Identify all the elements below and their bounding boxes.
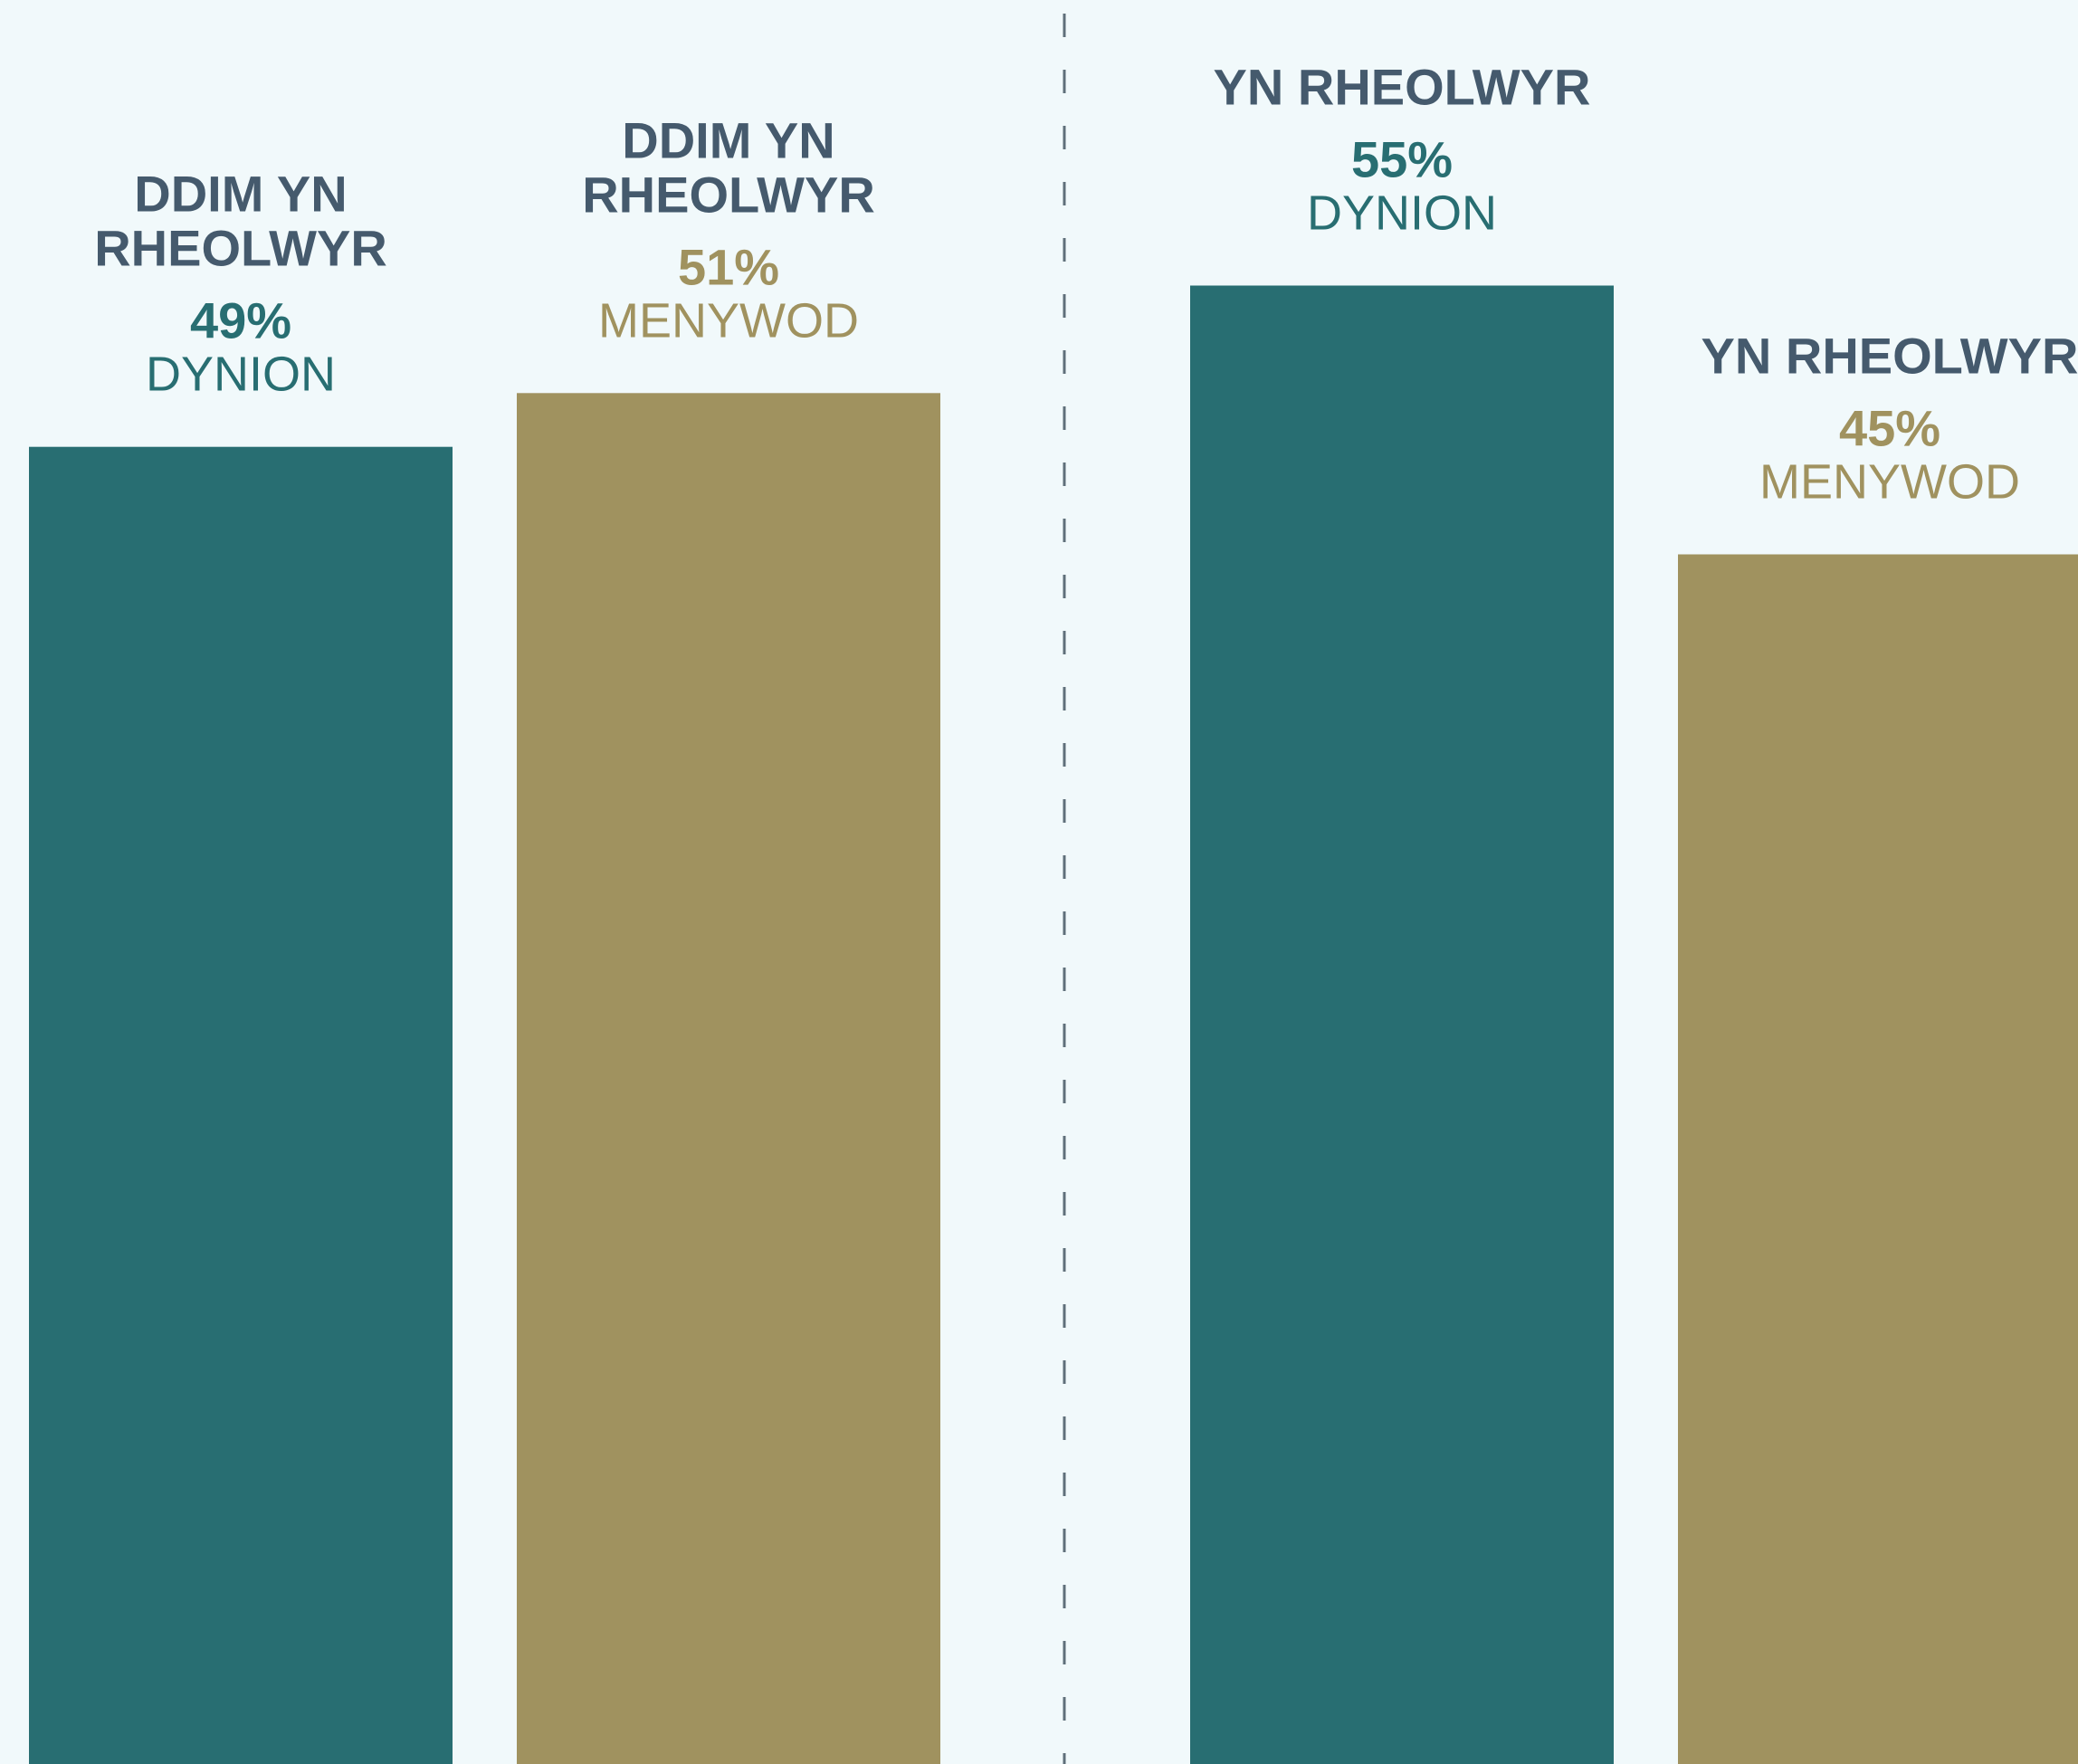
category-label: YN RHEOLWYR xyxy=(1214,59,1591,116)
series-label: DYNION xyxy=(146,348,336,402)
category-label: DDIM YN xyxy=(134,166,347,223)
category-label: DDIM YN xyxy=(622,111,834,168)
series-label: MENYWOD xyxy=(598,293,859,348)
series-label: DYNION xyxy=(1307,186,1497,241)
category-label: YN RHEOLWYR xyxy=(1701,328,2078,385)
bar-men xyxy=(1190,285,1614,1764)
value-label: 51% xyxy=(678,238,779,295)
bar-men xyxy=(29,446,453,1764)
value-label: 49% xyxy=(190,292,291,349)
bar-women xyxy=(1678,554,2078,1764)
bar-women xyxy=(517,393,940,1764)
category-label: RHEOLWYR xyxy=(94,220,387,277)
value-label: 55% xyxy=(1351,131,1453,188)
series-label: MENYWOD xyxy=(1759,455,2020,510)
value-label: 45% xyxy=(1839,400,1940,457)
category-label: RHEOLWYR xyxy=(582,166,875,223)
